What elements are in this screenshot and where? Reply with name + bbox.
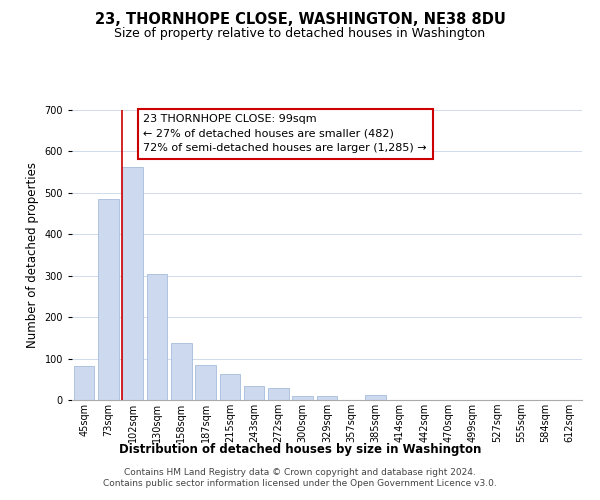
Bar (268, 388, 289, 400)
Text: Contains HM Land Registry data © Crown copyright and database right 2024.
Contai: Contains HM Land Registry data © Crown c… (103, 468, 497, 487)
Bar (220, 374, 240, 400)
Text: Size of property relative to detached houses in Washington: Size of property relative to detached ho… (115, 28, 485, 40)
Text: Distribution of detached houses by size in Washington: Distribution of detached houses by size … (119, 442, 481, 456)
Bar (317, 396, 337, 400)
Bar (365, 395, 386, 400)
Y-axis label: Number of detached properties: Number of detached properties (26, 162, 39, 348)
Bar (195, 365, 216, 400)
Bar (292, 396, 313, 400)
Text: 23 THORNHOPE CLOSE: 99sqm
← 27% of detached houses are smaller (482)
72% of semi: 23 THORNHOPE CLOSE: 99sqm ← 27% of detac… (143, 114, 427, 153)
Bar (244, 386, 265, 400)
Text: 23, THORNHOPE CLOSE, WASHINGTON, NE38 8DU: 23, THORNHOPE CLOSE, WASHINGTON, NE38 8D… (95, 12, 505, 28)
Bar (98, 199, 119, 400)
Bar (74, 366, 94, 400)
Bar (171, 343, 191, 400)
Bar (146, 274, 167, 400)
Bar (122, 167, 143, 400)
